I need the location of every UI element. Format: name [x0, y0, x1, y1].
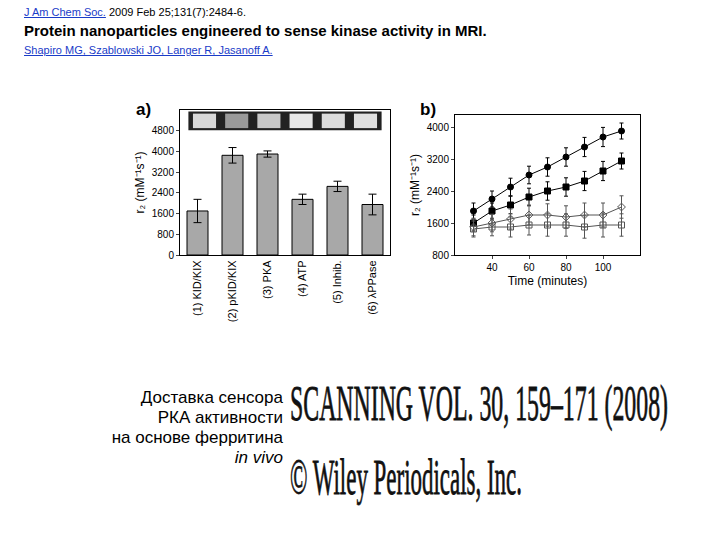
svg-text:2400: 2400 [152, 187, 175, 198]
svg-text:r₂ (mM⁻¹s⁻¹): r₂ (mM⁻¹s⁻¹) [408, 154, 422, 216]
html-text:на основе ферритина: на основе ферритина [111, 428, 283, 447]
svg-text:© Wiley Periodicals, Inc.: © Wiley Periodicals, Inc. [290, 449, 522, 505]
svg-text:1600: 1600 [427, 218, 450, 229]
html-text:b): b) [420, 100, 436, 119]
svg-text:SCANNING VOL. 30, 159–171 (200: SCANNING VOL. 30, 159–171 (2008) [290, 375, 668, 431]
svg-text:3200: 3200 [427, 154, 450, 165]
svg-text:1600: 1600 [152, 208, 175, 219]
svg-text:3200: 3200 [152, 167, 175, 178]
svg-text:40: 40 [486, 262, 498, 273]
html-text:in vivo: in vivo [234, 448, 283, 467]
svg-text:(5) Inhib.: (5) Inhib. [331, 260, 343, 303]
svg-text:4000: 4000 [152, 146, 175, 157]
svg-text:60: 60 [523, 262, 535, 273]
svg-text:100: 100 [595, 262, 612, 273]
svg-text:(3) PKA: (3) PKA [261, 260, 273, 299]
html-text:Доставка сенсора: Доставка сенсора [140, 388, 283, 407]
svg-text:Time (minutes): Time (minutes) [508, 274, 588, 288]
svg-text:4800: 4800 [152, 125, 175, 136]
svg-text:80: 80 [560, 262, 572, 273]
svg-text:(2) pKID/KIX: (2) pKID/KIX [226, 260, 238, 322]
html-text:Shapiro MG, Szablowski JO, Lan: Shapiro MG, Szablowski JO, Langer R, Jas… [24, 44, 273, 56]
html-text:a): a) [136, 100, 152, 119]
svg-text:(6) λPPase: (6) λPPase [366, 260, 378, 314]
svg-text:(1) KID/KIX: (1) KID/KIX [191, 260, 203, 316]
svg-text:4000: 4000 [427, 122, 450, 133]
svg-text:800: 800 [157, 229, 174, 240]
svg-text:800: 800 [432, 250, 449, 261]
svg-text:r₂ (mM⁻¹s⁻¹): r₂ (mM⁻¹s⁻¹) [133, 152, 147, 214]
svg-text:2400: 2400 [427, 186, 450, 197]
svg-text:(4) ATP: (4) ATP [296, 260, 308, 296]
svg-text:0: 0 [168, 250, 174, 261]
html-text:РКА активности: РКА активности [157, 408, 283, 427]
html-text:J Am Chem Soc. 2009 Feb 25;131: J Am Chem Soc. 2009 Feb 25;131(7):2484-6… [24, 6, 246, 18]
html-text:Protein nanoparticles engineer: Protein nanoparticles engineered to sens… [24, 22, 487, 39]
